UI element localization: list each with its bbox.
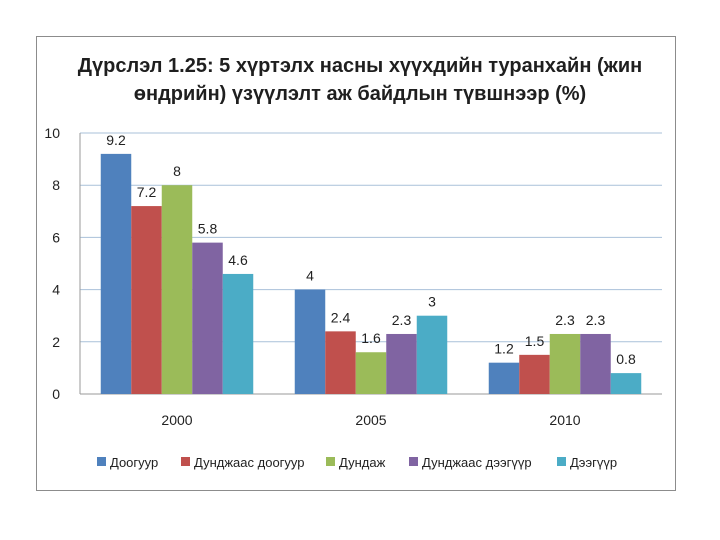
data-label: 4.6 (228, 252, 248, 268)
bar (355, 352, 387, 394)
y-tick-label: 2 (52, 334, 60, 350)
bar (519, 354, 550, 394)
bar (100, 153, 132, 394)
x-tick-label: 2000 (161, 412, 192, 428)
data-label: 7.2 (137, 184, 157, 200)
data-label: 2.4 (331, 309, 351, 325)
legend-swatch (557, 457, 566, 466)
data-label: 2.3 (555, 312, 575, 328)
legend-label: Дундаж (339, 455, 386, 470)
data-label: 0.8 (616, 351, 636, 367)
legend-swatch (97, 457, 106, 466)
x-tick-label: 2010 (549, 412, 580, 428)
legend-label: Доогуур (110, 455, 158, 470)
legend-label: Дээгүүр (570, 455, 617, 470)
bar (294, 289, 326, 394)
bar (488, 362, 520, 394)
legend-swatch (326, 457, 335, 466)
y-tick-label: 6 (52, 229, 60, 245)
y-tick-label: 8 (52, 177, 60, 193)
legend-label: Дунджаас дээгүүр (422, 455, 532, 470)
x-tick-label: 2005 (355, 412, 386, 428)
legend: Доогуур Дунджаас доогуур Дундаж Дунджаас дэ… (97, 455, 617, 470)
bar (192, 242, 223, 394)
data-label: 2.3 (586, 312, 606, 328)
data-label: 2.3 (392, 312, 412, 328)
data-label: 3 (428, 294, 436, 310)
bar (131, 206, 162, 394)
legend-swatch (409, 457, 418, 466)
bar (386, 333, 417, 394)
bar (416, 315, 448, 394)
bar (161, 185, 193, 394)
data-label: 8 (173, 163, 181, 179)
y-axis-ticks: 0 2 4 6 8 10 (44, 125, 60, 402)
y-tick-label: 0 (52, 386, 60, 402)
chart-title: Дүрслэл 1.25: 5 хүртэлх насны хүүхдийн т… (77, 55, 643, 105)
bar (580, 333, 611, 394)
data-labels: 9.2 7.2 8 5.8 4.6 4 2.4 1.6 2.3 3 1.2 1.5 2.3 2.3 0.8 (106, 132, 636, 367)
bar (325, 331, 356, 394)
legend-label: Дунджаас доогуур (194, 455, 305, 470)
bar (549, 333, 581, 394)
data-label: 5.8 (198, 221, 218, 237)
data-label: 1.5 (525, 333, 545, 349)
bar (222, 273, 254, 394)
x-axis-ticks: 2000 2005 2010 (161, 412, 580, 428)
data-label: 4 (306, 268, 314, 284)
data-label: 9.2 (106, 132, 126, 148)
bar (610, 373, 642, 394)
data-label: 1.2 (494, 341, 514, 357)
y-tick-label: 4 (52, 282, 60, 298)
y-tick-label: 10 (44, 125, 60, 141)
legend-swatch (181, 457, 190, 466)
data-label: 1.6 (361, 330, 381, 346)
bars (100, 153, 642, 394)
